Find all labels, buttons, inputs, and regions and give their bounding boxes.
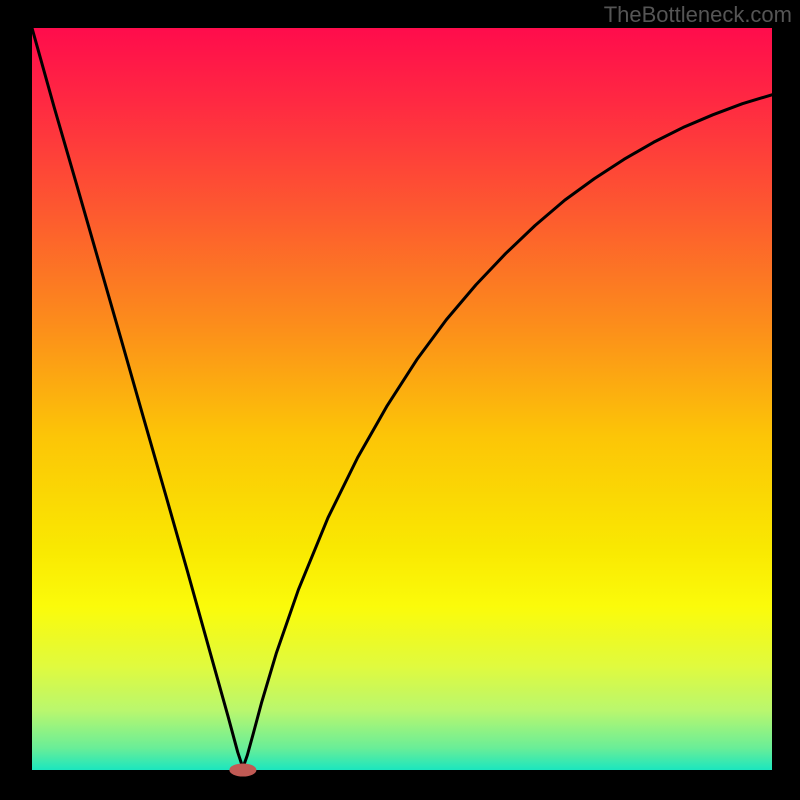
watermark-text: TheBottleneck.com	[604, 2, 792, 28]
minimum-marker	[230, 764, 256, 776]
bottleneck-chart	[0, 0, 800, 800]
